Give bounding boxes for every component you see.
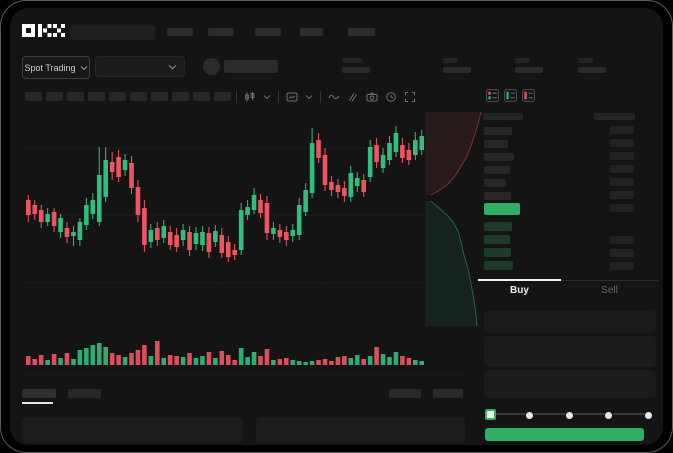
timeframe-slot-2[interactable] <box>46 92 63 101</box>
amount-field[interactable] <box>484 370 656 398</box>
bid-row-total-2[interactable] <box>610 236 634 244</box>
bottom-action-1[interactable] <box>389 389 421 398</box>
stat-label-1 <box>342 58 363 63</box>
nav-item-4[interactable] <box>300 28 323 36</box>
ask-row-total-1[interactable] <box>610 126 634 134</box>
stat-value-3 <box>515 67 543 73</box>
chevron-down-icon[interactable] <box>305 94 313 100</box>
timeframe-slot-1[interactable] <box>25 92 42 101</box>
ask-row-total-6[interactable] <box>610 191 634 199</box>
history-panel-placeholder <box>256 417 465 443</box>
timeframe-slot-5[interactable] <box>109 92 126 101</box>
ask-row-total-7[interactable] <box>610 204 634 212</box>
bid-row-price-2[interactable] <box>484 235 510 244</box>
orderbook-total-header-placeholder <box>594 113 635 120</box>
app-window: Spot Trading <box>10 8 663 445</box>
okx-logo[interactable] <box>22 24 65 37</box>
orderbook-price-header-placeholder <box>483 113 523 120</box>
bid-row-price-1[interactable] <box>484 222 512 231</box>
nav-item-1[interactable] <box>167 28 193 36</box>
fullscreen-icon[interactable] <box>404 91 416 103</box>
stat-label-3 <box>515 58 530 63</box>
market-mode-selector[interactable]: Spot Trading <box>22 56 90 79</box>
chevron-down-icon[interactable] <box>263 94 271 100</box>
nav-search-placeholder[interactable] <box>70 25 155 40</box>
stat-value-2 <box>443 67 471 73</box>
stat-value-1 <box>342 67 370 73</box>
bottom-tab-indicator <box>22 402 53 404</box>
buy-submit-button[interactable] <box>485 428 644 441</box>
orderbook-asks-view-icon[interactable] <box>522 89 535 102</box>
divider <box>278 91 279 103</box>
timeframe-slot-6[interactable] <box>130 92 147 101</box>
bottom-action-2[interactable] <box>433 389 463 398</box>
bottom-divider <box>20 374 468 375</box>
slider-stop-2[interactable] <box>525 410 534 420</box>
orderbook-combined-view-icon[interactable] <box>486 89 499 102</box>
order-type-field[interactable] <box>484 310 656 333</box>
slider-stop-3[interactable] <box>564 410 574 420</box>
trend-lines-icon[interactable] <box>347 91 359 103</box>
stat-label-2 <box>443 58 458 63</box>
ask-row-price-2[interactable] <box>484 140 508 148</box>
price-chart[interactable] <box>10 8 663 445</box>
interval-clock-icon[interactable] <box>385 91 397 103</box>
chevron-down-icon <box>80 65 87 70</box>
chevron-down-icon <box>168 64 177 69</box>
orderbook-view-toggles <box>486 89 535 102</box>
nav-item-2[interactable] <box>208 28 234 36</box>
chart-toolbar <box>236 90 416 104</box>
pair-name-placeholder <box>224 60 278 73</box>
bottom-tab-2[interactable] <box>68 389 101 398</box>
slider-stop-4[interactable] <box>604 410 613 420</box>
bid-row-price-4[interactable] <box>484 261 513 270</box>
timeframe-slot-4[interactable] <box>88 92 105 101</box>
snapshot-camera-icon[interactable] <box>366 91 378 103</box>
ask-row-price-5[interactable] <box>484 179 506 187</box>
bid-row-total-4[interactable] <box>610 262 634 270</box>
timeframe-slot-10[interactable] <box>214 92 231 101</box>
indicators-icon[interactable] <box>286 91 298 103</box>
ask-row-price-1[interactable] <box>484 127 512 135</box>
chart-type-icon[interactable] <box>244 91 256 103</box>
bid-row-price-3[interactable] <box>484 248 511 257</box>
tab-buy[interactable]: Buy <box>510 285 529 296</box>
divider <box>236 91 237 103</box>
last-price-highlight <box>484 203 520 215</box>
ask-row-total-3[interactable] <box>610 152 634 160</box>
orderbook-bids-view-icon[interactable] <box>504 89 517 102</box>
buy-tab-indicator <box>478 279 561 281</box>
timeframe-slot-8[interactable] <box>172 92 189 101</box>
price-field[interactable] <box>484 336 656 367</box>
bid-row-total-3[interactable] <box>610 249 634 257</box>
timeframe-slot-3[interactable] <box>67 92 84 101</box>
divider <box>320 91 321 103</box>
orders-panel-placeholder <box>22 417 243 443</box>
timeframe-slot-9[interactable] <box>193 92 210 101</box>
tab-sell[interactable]: Sell <box>601 285 618 296</box>
ask-row-total-5[interactable] <box>610 178 634 186</box>
pair-dropdown[interactable] <box>95 56 185 77</box>
slider-stop-1[interactable] <box>484 408 496 420</box>
ask-row-price-3[interactable] <box>484 153 514 161</box>
ask-row-price-6[interactable] <box>484 192 511 200</box>
pair-coin-icon <box>203 58 220 75</box>
bottom-tab-active[interactable] <box>22 389 56 398</box>
market-mode-label: Spot Trading <box>24 62 76 73</box>
stat-value-4 <box>578 67 606 73</box>
ask-row-total-2[interactable] <box>610 139 634 147</box>
tab-divider <box>561 280 658 281</box>
okx-logo-icon <box>22 24 65 37</box>
ask-row-total-4[interactable] <box>610 165 634 173</box>
ask-row-price-4[interactable] <box>484 166 510 174</box>
baseline-wave-icon[interactable] <box>328 91 340 103</box>
stat-label-4 <box>578 58 593 63</box>
slider-stop-5[interactable] <box>643 410 653 420</box>
nav-item-5[interactable] <box>348 28 375 36</box>
timeframe-slot-7[interactable] <box>151 92 168 101</box>
nav-item-3[interactable] <box>255 28 281 36</box>
